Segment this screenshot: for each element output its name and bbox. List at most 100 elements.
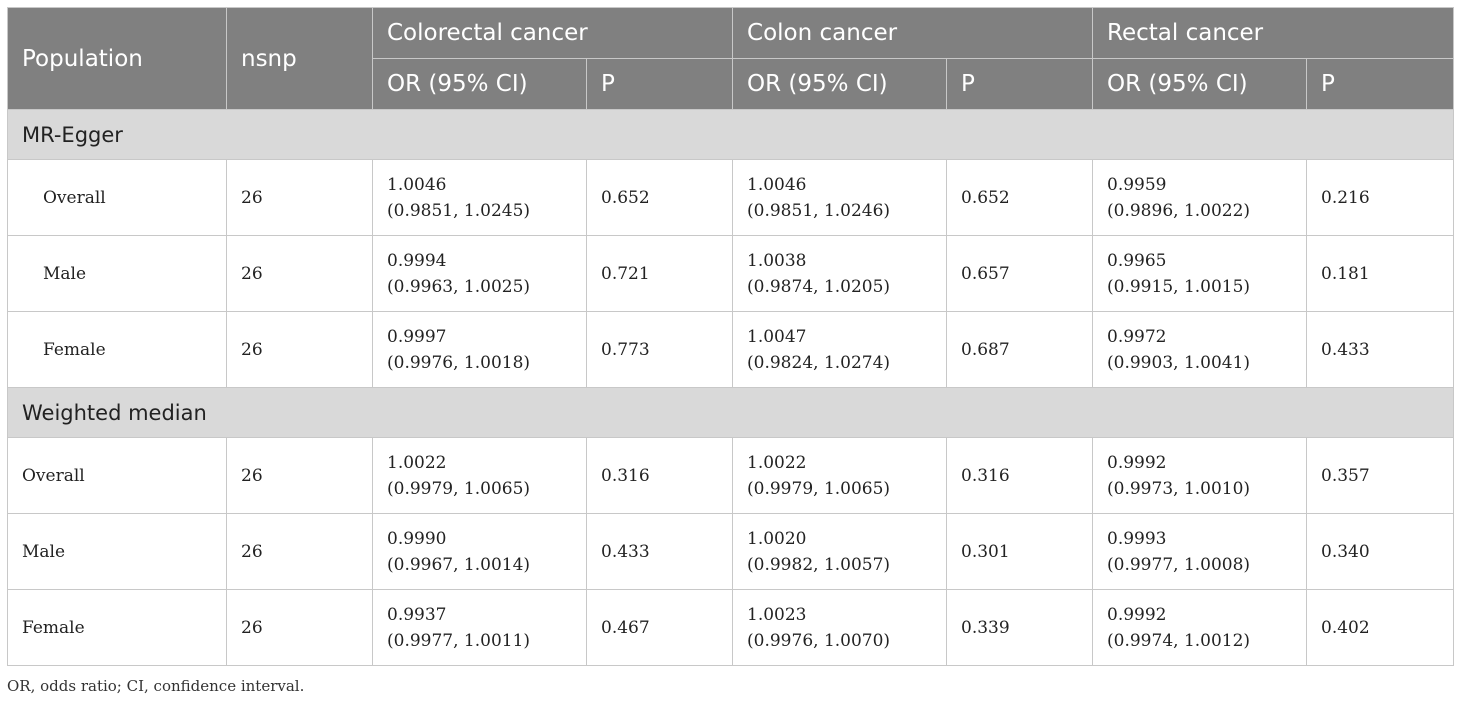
header-group-colorectal: Colorectal cancer <box>371 7 734 59</box>
section-row: Weighted median <box>6 387 1455 438</box>
colorectal-p-cell: 0.467 <box>585 589 734 666</box>
colon-or-cell: 1.0020 (0.9982, 1.0057) <box>732 513 948 590</box>
colon-p-cell: 0.301 <box>946 513 1094 590</box>
ci-value: (0.9874, 1.0205) <box>747 276 891 297</box>
ci-value: (0.9977, 1.0008) <box>1107 554 1251 575</box>
ci-value: (0.9851, 1.0245) <box>387 200 531 221</box>
ci-value: (0.9967, 1.0014) <box>387 554 531 575</box>
results-table: Population nsnp Colorectal cancer Colon … <box>6 7 1455 666</box>
ci-value: (0.9979, 1.0065) <box>387 478 531 499</box>
ci-value: (0.9973, 1.0010) <box>1107 478 1251 499</box>
rectal-or-cell: 0.9993 (0.9977, 1.0008) <box>1092 513 1308 590</box>
population-cell: Male <box>7 513 227 590</box>
rectal-p-cell: 0.340 <box>1306 513 1455 590</box>
header-colon-p: P <box>946 58 1094 110</box>
or-value: 1.0022 <box>747 452 807 473</box>
table-row: Female 26 0.9997 (0.9976, 1.0018) 0.773 1… <box>7 311 1455 388</box>
colorectal-p-cell: 0.316 <box>585 437 734 514</box>
colorectal-p-cell: 0.433 <box>585 513 734 590</box>
colon-or-cell: 1.0047 (0.9824, 1.0274) <box>732 311 948 388</box>
rectal-p-cell: 0.181 <box>1306 235 1455 312</box>
colon-or-cell: 1.0023 (0.9976, 1.0070) <box>732 589 948 666</box>
ci-value: (0.9915, 1.0015) <box>1107 276 1251 297</box>
header-population: Population <box>7 7 227 110</box>
ci-value: (0.9824, 1.0274) <box>747 352 891 373</box>
rectal-p-cell: 0.433 <box>1306 311 1455 388</box>
table-row: Male 26 0.9990 (0.9967, 1.0014) 0.433 1.0… <box>7 513 1455 590</box>
or-value: 0.9992 <box>1107 604 1167 625</box>
or-value: 0.9959 <box>1107 174 1167 195</box>
section-row: MR-Egger <box>6 109 1455 160</box>
colon-p-cell: 0.316 <box>946 437 1094 514</box>
table-row: Female 26 0.9937 (0.9977, 1.0011) 0.467 1… <box>7 589 1455 666</box>
colorectal-or-cell: 0.9994 (0.9963, 1.0025) <box>372 235 587 312</box>
ci-value: (0.9976, 1.0070) <box>747 630 891 651</box>
header-rectal-or: OR (95% CI) <box>1092 58 1308 110</box>
table-row: Overall 26 1.0022 (0.9979, 1.0065) 0.316 … <box>7 437 1455 514</box>
table-row: Overall 26 1.0046 (0.9851, 1.0245) 0.652 … <box>7 159 1455 236</box>
header-colorectal-or: OR (95% CI) <box>372 58 587 110</box>
or-value: 0.9994 <box>387 250 447 271</box>
ci-value: (0.9979, 1.0065) <box>747 478 891 499</box>
rectal-p-cell: 0.402 <box>1306 589 1455 666</box>
ci-value: (0.9977, 1.0011) <box>387 630 531 651</box>
population-cell: Overall <box>7 159 227 236</box>
rectal-p-cell: 0.216 <box>1306 159 1455 236</box>
rectal-or-cell: 0.9965 (0.9915, 1.0015) <box>1092 235 1308 312</box>
section-title: MR-Egger <box>6 109 1455 160</box>
table-row: Male 26 0.9994 (0.9963, 1.0025) 0.721 1.0… <box>7 235 1455 312</box>
table-header: Population nsnp Colorectal cancer Colon … <box>7 7 1455 110</box>
header-group-colon: Colon cancer <box>732 7 1094 59</box>
header-nsnp: nsnp <box>226 7 373 110</box>
nsnp-cell: 26 <box>226 513 373 590</box>
or-value: 1.0022 <box>387 452 447 473</box>
nsnp-cell: 26 <box>226 159 373 236</box>
nsnp-cell: 26 <box>226 235 373 312</box>
population-cell: Female <box>7 311 227 388</box>
colon-p-cell: 0.339 <box>946 589 1094 666</box>
or-value: 1.0023 <box>747 604 807 625</box>
ci-value: (0.9982, 1.0057) <box>747 554 891 575</box>
population-cell: Male <box>7 235 227 312</box>
colorectal-or-cell: 0.9937 (0.9977, 1.0011) <box>372 589 587 666</box>
header-rectal-p: P <box>1306 58 1455 110</box>
colon-or-cell: 1.0046 (0.9851, 1.0246) <box>732 159 948 236</box>
or-value: 1.0047 <box>747 326 807 347</box>
colon-p-cell: 0.687 <box>946 311 1094 388</box>
colon-or-cell: 1.0038 (0.9874, 1.0205) <box>732 235 948 312</box>
or-value: 1.0038 <box>747 250 807 271</box>
colon-p-cell: 0.657 <box>946 235 1094 312</box>
rectal-or-cell: 0.9972 (0.9903, 1.0041) <box>1092 311 1308 388</box>
colon-p-cell: 0.652 <box>946 159 1094 236</box>
colorectal-or-cell: 0.9997 (0.9976, 1.0018) <box>372 311 587 388</box>
rectal-p-cell: 0.357 <box>1306 437 1455 514</box>
rectal-or-cell: 0.9959 (0.9896, 1.0022) <box>1092 159 1308 236</box>
nsnp-cell: 26 <box>226 589 373 666</box>
or-value: 1.0020 <box>747 528 807 549</box>
ci-value: (0.9896, 1.0022) <box>1107 200 1251 221</box>
colorectal-or-cell: 1.0022 (0.9979, 1.0065) <box>372 437 587 514</box>
population-cell: Overall <box>7 437 227 514</box>
nsnp-cell: 26 <box>226 437 373 514</box>
ci-value: (0.9851, 1.0246) <box>747 200 891 221</box>
colorectal-or-cell: 0.9990 (0.9967, 1.0014) <box>372 513 587 590</box>
ci-value: (0.9974, 1.0012) <box>1107 630 1251 651</box>
rectal-or-cell: 0.9992 (0.9973, 1.0010) <box>1092 437 1308 514</box>
or-value: 0.9993 <box>1107 528 1167 549</box>
colorectal-or-cell: 1.0046 (0.9851, 1.0245) <box>372 159 587 236</box>
colorectal-p-cell: 0.773 <box>585 311 734 388</box>
or-value: 0.9990 <box>387 528 447 549</box>
table-body: MR-Egger Overall 26 1.0046 (0.9851, 1.024… <box>6 109 1455 666</box>
ci-value: (0.9963, 1.0025) <box>387 276 531 297</box>
or-value: 0.9937 <box>387 604 447 625</box>
or-value: 0.9992 <box>1107 452 1167 473</box>
or-value: 0.9965 <box>1107 250 1167 271</box>
ci-value: (0.9976, 1.0018) <box>387 352 531 373</box>
or-value: 0.9972 <box>1107 326 1167 347</box>
colorectal-p-cell: 0.721 <box>585 235 734 312</box>
rectal-or-cell: 0.9992 (0.9974, 1.0012) <box>1092 589 1308 666</box>
header-colorectal-p: P <box>585 58 734 110</box>
or-value: 1.0046 <box>747 174 807 195</box>
population-cell: Female <box>7 589 227 666</box>
section-title: Weighted median <box>6 387 1455 438</box>
